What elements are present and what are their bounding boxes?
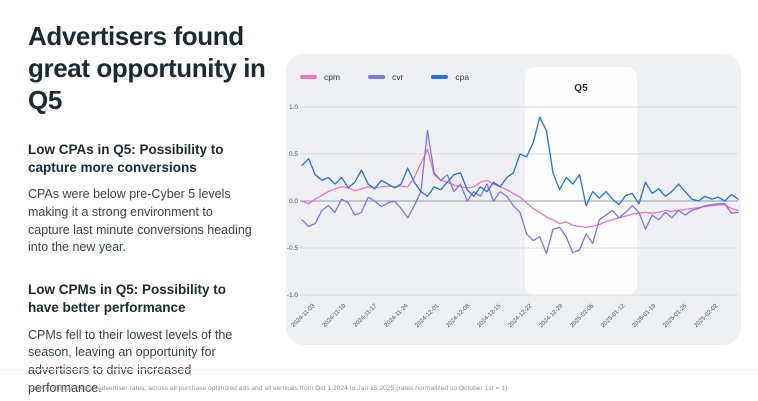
legend-item-cpm: cpm <box>300 72 340 82</box>
x-axis-tick-label: 2024-12-29 <box>538 303 564 329</box>
x-axis-tick-label: 2024-12-22 <box>507 303 533 329</box>
y-axis-tick-label: -1.0 <box>287 292 299 299</box>
insight-body-cpm: CPMs fell to their lowest levels of the … <box>28 327 233 395</box>
text-column: Advertisers found great opportunity in Q… <box>28 20 266 398</box>
legend-label-cvr: cvr <box>392 72 404 82</box>
series-line-cpa <box>301 116 739 207</box>
source-note: Source: Global median advertiser rates, … <box>28 385 508 392</box>
x-axis-tick-label: 2025-01-19 <box>631 303 657 329</box>
x-axis-tick-label: 2024-11-24 <box>384 303 410 329</box>
x-axis-tick-label: 2024-12-15 <box>476 303 502 329</box>
insight-heading-cpa: Low CPAs in Q5: Possibility to capture m… <box>28 141 224 175</box>
y-axis-tick-label: 0.5 <box>289 151 298 158</box>
x-axis-tick-label: 2024-11-03 <box>291 303 317 329</box>
y-axis-tick-label: -0.5 <box>287 245 299 252</box>
y-axis-tick-label: 0.0 <box>289 198 298 205</box>
legend-swatch-cpm <box>300 75 317 79</box>
series-line-cpm <box>301 148 739 228</box>
y-axis-tick-label: 1.0 <box>289 104 298 111</box>
q5-region-label: Q5 <box>574 83 588 94</box>
footer: Source: Global median advertiser rates, … <box>0 369 758 401</box>
x-axis-tick-label: 2024-11-10 <box>322 303 348 329</box>
insight-heading-cpm: Low CPMs in Q5: Possibility to have bett… <box>28 282 227 316</box>
x-axis-tick-label: 2024-12-08 <box>445 303 471 329</box>
chart-legend: cpm cvr cpa <box>300 72 469 82</box>
x-axis-tick-label: 2025-01-12 <box>600 303 626 329</box>
chart-card: cpm cvr cpa Q5 1.0 0.5 0.0 -0.5 -1.0 2024-11-03 2… <box>286 54 741 345</box>
insight-body-cpa: CPAs were below pre-Cyber 5 levels makin… <box>28 187 252 255</box>
x-axis-tick-label: 2025-02-02 <box>693 303 719 329</box>
legend-item-cpa: cpa <box>431 72 469 82</box>
legend-label-cpm: cpm <box>324 72 341 82</box>
series-line-cvr <box>301 129 739 255</box>
legend-swatch-cpa <box>431 75 449 79</box>
x-axis-tick-label: 2024-12-01 <box>414 303 440 329</box>
page-title: Advertisers found great opportunity in Q… <box>28 21 266 116</box>
legend-item-cvr: cvr <box>368 72 403 82</box>
insight-section-cpa: Low CPAs in Q5: Possibility to capture m… <box>28 141 256 257</box>
x-axis-tick-label: 2025-01-26 <box>662 303 688 329</box>
x-axis-tick-label: 2025-01-05 <box>569 303 595 329</box>
legend-swatch-cvr <box>368 75 386 79</box>
x-axis-tick-label: 2024-11-17 <box>353 303 379 329</box>
legend-label-cpa: cpa <box>455 72 470 82</box>
insight-section-cpm: Low CPMs in Q5: Possibility to have bett… <box>28 281 256 397</box>
